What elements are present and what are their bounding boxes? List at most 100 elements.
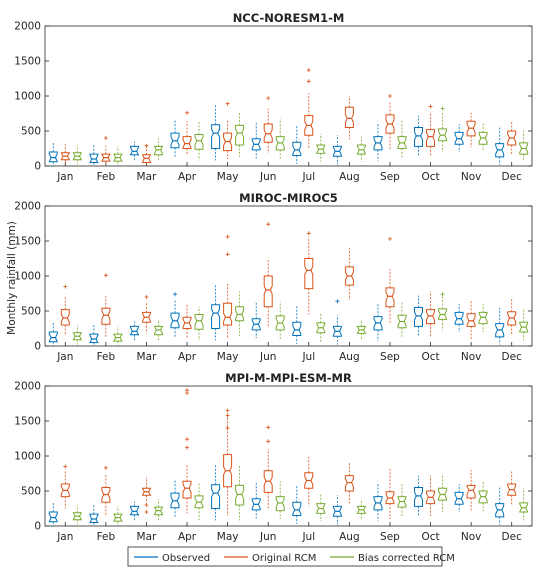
box-body (478, 490, 488, 504)
outlier-marker (225, 413, 230, 418)
x-tick-label: Apr (178, 171, 197, 183)
box-body (519, 321, 529, 333)
box-body (89, 153, 99, 164)
x-tick-label: Nov (461, 531, 482, 543)
box-observed-sep (373, 482, 383, 522)
box-observed-apr (170, 292, 180, 338)
box-bias-may (235, 465, 245, 521)
box-body (292, 141, 302, 156)
box-bias-jan (72, 145, 83, 165)
box-body (235, 484, 245, 506)
box-bias-jan (72, 325, 83, 345)
y-tick-label: 2000 (14, 381, 41, 393)
box-body (48, 511, 58, 523)
x-tick-label: Jun (259, 531, 276, 543)
box-bias-oct (438, 475, 447, 512)
x-tick-label: Oct (421, 351, 439, 363)
y-tick-label: 0 (34, 161, 41, 173)
box-body (211, 304, 221, 329)
box-body (438, 128, 447, 142)
box-bias-nov (478, 481, 488, 512)
outlier-marker (63, 464, 68, 469)
box-bias-jul (316, 133, 326, 162)
box-original-nov (466, 301, 476, 340)
box-original-jul (304, 68, 314, 150)
box-body (495, 143, 505, 158)
x-tick-label: Jun (259, 351, 276, 363)
box-body (142, 154, 151, 163)
x-tick-label: May (217, 351, 239, 363)
outlier-marker (266, 96, 271, 101)
outlier-marker (144, 510, 149, 514)
box-bias-jul (316, 313, 326, 342)
box-original-nov (466, 112, 476, 148)
box-observed-feb (89, 325, 99, 346)
box-bias-may (235, 291, 245, 337)
box-observed-jun (251, 121, 261, 159)
box-body (332, 325, 342, 337)
box-body (454, 491, 464, 505)
box-bias-apr (194, 482, 204, 521)
box-original-oct (426, 104, 435, 156)
outlier-marker (103, 136, 108, 140)
box-bias-feb (113, 326, 123, 346)
y-tick-label: 1500 (14, 416, 41, 428)
box-body (426, 490, 435, 505)
box-bias-apr (194, 306, 204, 341)
outlier-marker (225, 408, 230, 413)
outlier-marker (185, 437, 190, 442)
box-bias-may (235, 112, 245, 157)
box-body (48, 151, 58, 163)
y-tick-label: 1000 (14, 91, 41, 103)
box-body (263, 275, 273, 308)
box-body (182, 136, 192, 149)
x-tick-label: Jul (301, 171, 315, 183)
box-original-jul (304, 231, 314, 315)
outlier-marker (335, 299, 340, 304)
legend: Observed Original RCM Bias corrected RCM (127, 546, 455, 567)
x-tick-label: Sep (380, 171, 400, 183)
box-body (154, 325, 163, 336)
box-original-may (223, 101, 233, 159)
box-original-dec (507, 471, 517, 505)
box-body (223, 132, 233, 152)
x-tick-label: Mar (137, 531, 157, 543)
box-body (385, 287, 395, 308)
panel-title: MPI-M-MPI-ESM-MR (225, 371, 352, 385)
outlier-marker (173, 292, 178, 297)
box-observed-nov (454, 304, 464, 332)
outlier-marker (428, 104, 433, 109)
box-body (414, 487, 423, 507)
box-body (275, 315, 285, 331)
box-body (344, 106, 354, 128)
outlier-marker (185, 391, 190, 395)
box-body (182, 480, 192, 499)
box-observed-jan (48, 142, 58, 166)
box-body (194, 134, 204, 150)
box-body (154, 506, 163, 516)
box-body (263, 470, 273, 493)
box-body (316, 322, 326, 334)
x-tick-label: Jun (259, 171, 276, 183)
box-bias-apr (194, 120, 204, 161)
box-bias-jun (275, 301, 285, 339)
outlier-marker (306, 68, 311, 73)
box-body (316, 503, 326, 514)
box-original-dec (507, 298, 517, 336)
outlier-marker (144, 503, 149, 507)
box-body (344, 475, 354, 492)
box-body (130, 145, 139, 156)
box-observed-oct (414, 295, 423, 337)
box-observed-oct (414, 475, 423, 517)
box-body (101, 487, 111, 503)
box-body (304, 258, 314, 290)
x-tick-label: Feb (97, 531, 116, 543)
x-tick-label: May (217, 171, 239, 183)
box-bias-dec (519, 488, 529, 521)
y-tick-label: 1000 (14, 451, 41, 463)
box-bias-dec (519, 308, 529, 341)
box-body (507, 130, 517, 146)
box-original-aug (344, 463, 354, 505)
y-tick-label: 500 (21, 126, 41, 138)
